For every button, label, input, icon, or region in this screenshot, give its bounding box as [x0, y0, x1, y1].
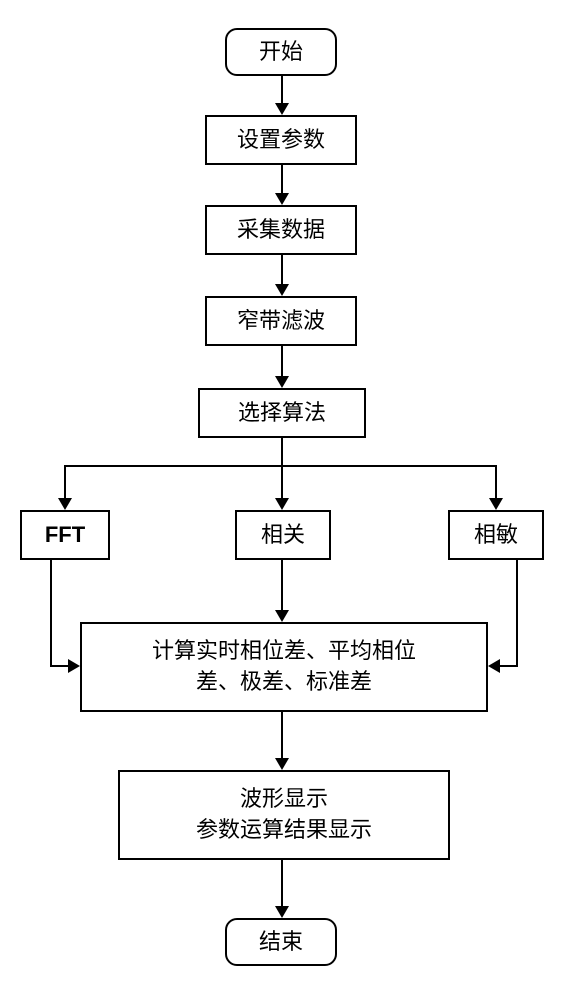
arrowhead-icon — [275, 103, 289, 115]
edge — [281, 560, 283, 612]
edge — [281, 860, 283, 908]
edge — [498, 665, 518, 667]
edge — [64, 465, 66, 500]
arrowhead-icon — [275, 758, 289, 770]
node-end-label: 结束 — [259, 927, 303, 958]
node-select-label: 选择算法 — [238, 398, 326, 429]
edge — [281, 346, 283, 378]
edge — [50, 560, 52, 666]
node-start: 开始 — [225, 28, 337, 76]
node-filter: 窄带滤波 — [205, 296, 357, 346]
node-corr: 相关 — [235, 510, 331, 560]
arrowhead-icon — [58, 498, 72, 510]
edge — [281, 712, 283, 760]
node-display-label: 波形显示 参数运算结果显示 — [196, 784, 372, 846]
edge — [50, 665, 70, 667]
node-collect-label: 采集数据 — [237, 215, 325, 246]
edge — [281, 438, 283, 466]
arrowhead-icon — [275, 610, 289, 622]
node-corr-label: 相关 — [261, 520, 305, 551]
arrowhead-icon — [275, 376, 289, 388]
node-collect: 采集数据 — [205, 205, 357, 255]
node-display: 波形显示 参数运算结果显示 — [118, 770, 450, 860]
edge — [281, 165, 283, 195]
edge — [281, 76, 283, 105]
edge — [281, 465, 283, 500]
arrowhead-icon — [488, 659, 500, 673]
arrowhead-icon — [68, 659, 80, 673]
node-start-label: 开始 — [259, 37, 303, 68]
node-select: 选择算法 — [198, 388, 366, 438]
edge — [495, 465, 497, 500]
arrowhead-icon — [489, 498, 503, 510]
node-set-params: 设置参数 — [205, 115, 357, 165]
node-sense-label: 相敏 — [474, 520, 518, 551]
node-fft: FFT — [20, 510, 110, 560]
arrowhead-icon — [275, 284, 289, 296]
node-sense: 相敏 — [448, 510, 544, 560]
edge — [516, 560, 518, 666]
arrowhead-icon — [275, 498, 289, 510]
node-filter-label: 窄带滤波 — [237, 306, 325, 337]
node-compute-label: 计算实时相位差、平均相位 差、极差、标准差 — [152, 636, 416, 698]
edge — [281, 255, 283, 286]
node-compute: 计算实时相位差、平均相位 差、极差、标准差 — [80, 622, 488, 712]
arrowhead-icon — [275, 906, 289, 918]
node-set-params-label: 设置参数 — [237, 125, 325, 156]
arrowhead-icon — [275, 193, 289, 205]
node-fft-label: FFT — [45, 520, 85, 551]
node-end: 结束 — [225, 918, 337, 966]
